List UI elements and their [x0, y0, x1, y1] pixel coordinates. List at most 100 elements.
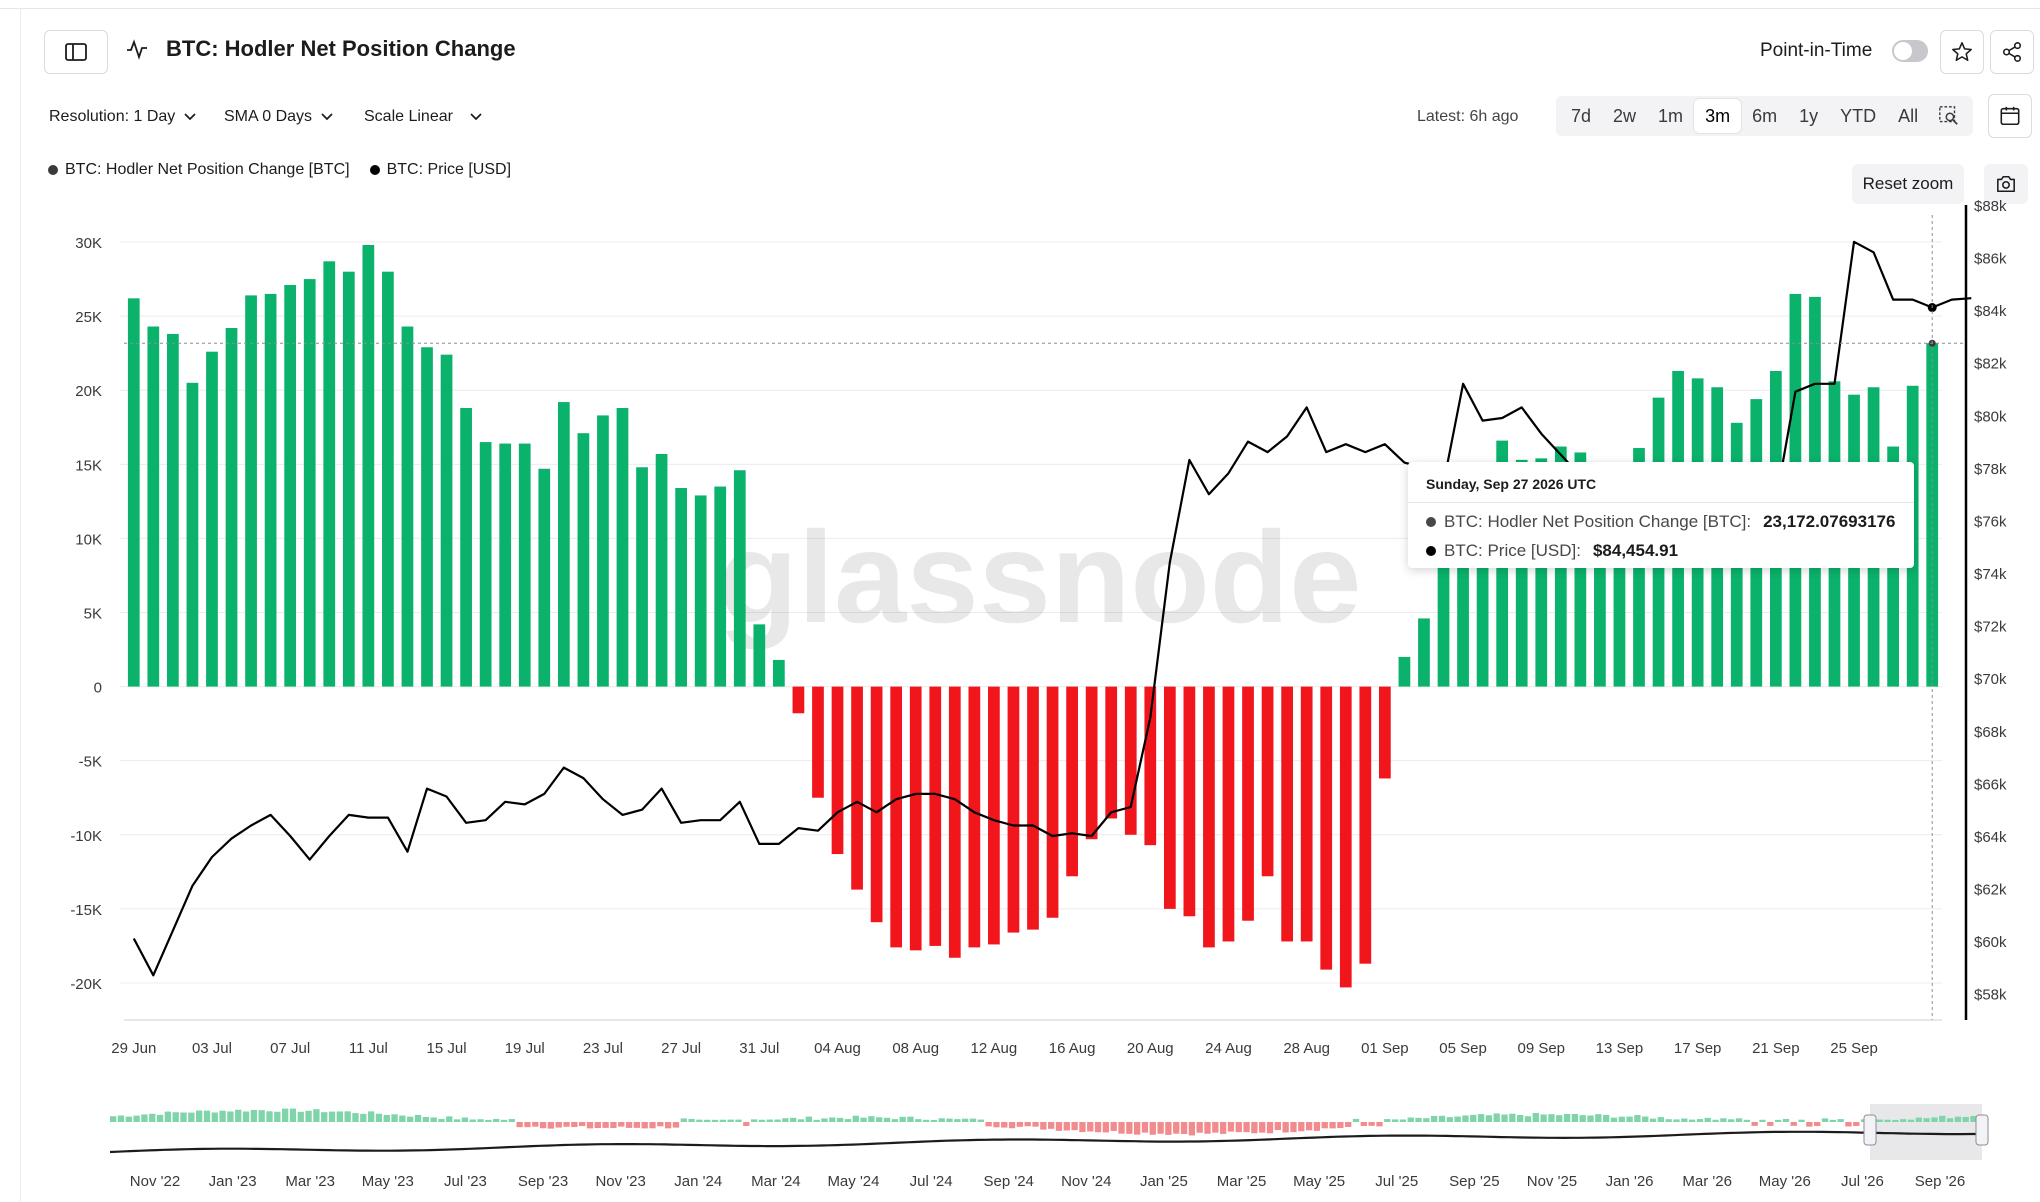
zoom-select-button[interactable]	[1929, 99, 1969, 133]
y-right-tick-label: $88k	[1974, 198, 2007, 215]
navigator-bar	[1219, 1122, 1227, 1134]
navigator-bar	[1313, 1122, 1321, 1131]
navigator[interactable]	[109, 1104, 1989, 1160]
bar	[1418, 618, 1430, 687]
navigator-bar	[1884, 1119, 1891, 1122]
scale-select[interactable]: Scale Linear	[364, 108, 483, 126]
bar	[1027, 686, 1039, 930]
y-left-tick-label: 5K	[84, 606, 102, 623]
navigator-bar	[461, 1117, 469, 1122]
navigator-bar	[219, 1110, 226, 1122]
bar	[1926, 343, 1939, 687]
bar	[382, 271, 394, 687]
navigator-bar	[1743, 1119, 1750, 1122]
y-left-tick-label: 10K	[75, 531, 102, 548]
resolution-select[interactable]: Resolution: 1 Day	[49, 108, 197, 126]
navigator-label: Sep '23	[518, 1173, 568, 1190]
navigator-bar	[1087, 1122, 1094, 1132]
bar	[773, 659, 785, 687]
range-all[interactable]: All	[1898, 106, 1919, 126]
x-tick-label: 08 Aug	[892, 1040, 939, 1057]
bar	[421, 347, 433, 687]
bar	[1007, 686, 1020, 933]
legend-item-net-position[interactable]: BTC: Hodler Net Position Change [BTC]	[48, 161, 350, 179]
bar	[812, 686, 824, 798]
bar	[499, 443, 512, 687]
x-tick-label: 20 Aug	[1127, 1040, 1174, 1057]
navigator-bar	[1384, 1119, 1391, 1122]
navigator-bar	[836, 1117, 844, 1122]
range-1m[interactable]: 1m	[1658, 106, 1684, 126]
navigator-bar	[516, 1122, 523, 1128]
navigator-bar	[1165, 1122, 1172, 1135]
navigator-bar	[1728, 1119, 1735, 1122]
range-ytd[interactable]: YTD	[1840, 106, 1877, 126]
chart-legend: BTC: Hodler Net Position Change [BTC] BT…	[48, 161, 511, 179]
favorite-button[interactable]	[1940, 30, 1984, 74]
navigator-bar	[1462, 1115, 1469, 1122]
sma-select[interactable]: SMA 0 Days	[224, 108, 334, 126]
navigator-label: Mar '24	[751, 1173, 801, 1190]
navigator-bar	[899, 1116, 906, 1122]
sidebar-toggle-icon	[65, 43, 87, 61]
navigator-bar	[1595, 1114, 1602, 1122]
range-1y[interactable]: 1y	[1799, 106, 1819, 126]
navigator-bar	[1235, 1122, 1242, 1133]
navigator-bar	[1610, 1117, 1618, 1122]
bar	[245, 295, 257, 687]
sidebar-toggle-button[interactable]	[44, 30, 108, 74]
navigator-bar	[1266, 1122, 1274, 1134]
screenshot-button[interactable]	[1984, 164, 2028, 204]
y-right-tick-label: $78k	[1974, 461, 2007, 478]
calendar-button[interactable]	[1988, 94, 2032, 138]
y-right-tick-label: $62k	[1974, 882, 2007, 899]
point-in-time-toggle[interactable]	[1892, 40, 1928, 62]
navigator-bar	[930, 1119, 938, 1122]
navigator-bar	[235, 1109, 242, 1122]
navigator-bar	[1806, 1122, 1813, 1127]
navigator-bar	[1274, 1122, 1281, 1131]
navigator-bar	[156, 1114, 164, 1122]
x-tick-label: 17 Sep	[1674, 1040, 1722, 1057]
navigator-bar	[446, 1116, 453, 1122]
calendar-icon	[2000, 106, 2020, 126]
navigator-bar	[1423, 1118, 1430, 1122]
navigator-bar	[555, 1122, 562, 1128]
y-axis-right-labels: $88k $86k $84k $82k $80k $78k $76k $74k $72k $70k…	[1974, 198, 2007, 1004]
navigator-bar	[1251, 1122, 1258, 1134]
navigator-bar	[1524, 1116, 1532, 1122]
navigator-bar	[1774, 1119, 1782, 1122]
navigator-bar	[829, 1117, 836, 1122]
navigator-bar	[1048, 1122, 1055, 1129]
legend-item-price[interactable]: BTC: Price [USD]	[369, 161, 511, 179]
navigator-label: Jul '24	[910, 1173, 953, 1190]
navigator-bar	[500, 1119, 508, 1122]
navigator-bar	[1188, 1122, 1196, 1136]
navigator-bar	[1204, 1122, 1211, 1134]
x-tick-label: 01 Sep	[1361, 1040, 1409, 1057]
navigator-bar	[586, 1122, 594, 1129]
y-left-tick-label: 15K	[75, 457, 102, 474]
bar	[1222, 686, 1235, 942]
legend-dot	[48, 165, 58, 175]
bar	[342, 271, 355, 687]
navigator-bar	[1360, 1122, 1367, 1126]
navigator-bar	[969, 1118, 977, 1122]
range-3m[interactable]: 3m	[1694, 99, 1742, 133]
navigator-bar	[1509, 1113, 1516, 1122]
navigator-bar	[133, 1115, 140, 1122]
y-right-tick-label: $64k	[1974, 829, 2007, 846]
navigator-bar	[1024, 1122, 1031, 1127]
bar	[1046, 686, 1059, 918]
navigator-bar	[1602, 1114, 1610, 1122]
range-6m[interactable]: 6m	[1752, 106, 1778, 126]
range-2w[interactable]: 2w	[1613, 106, 1637, 126]
reset-zoom-button[interactable]: Reset zoom	[1852, 164, 1964, 204]
navigator-label: Jul '23	[444, 1173, 487, 1190]
y-right-tick-label: $70k	[1974, 671, 2007, 688]
range-7d[interactable]: 7d	[1571, 106, 1592, 126]
navigator-bar	[977, 1119, 984, 1122]
share-button[interactable]	[1990, 30, 2034, 74]
chevron-down-icon	[321, 113, 333, 121]
